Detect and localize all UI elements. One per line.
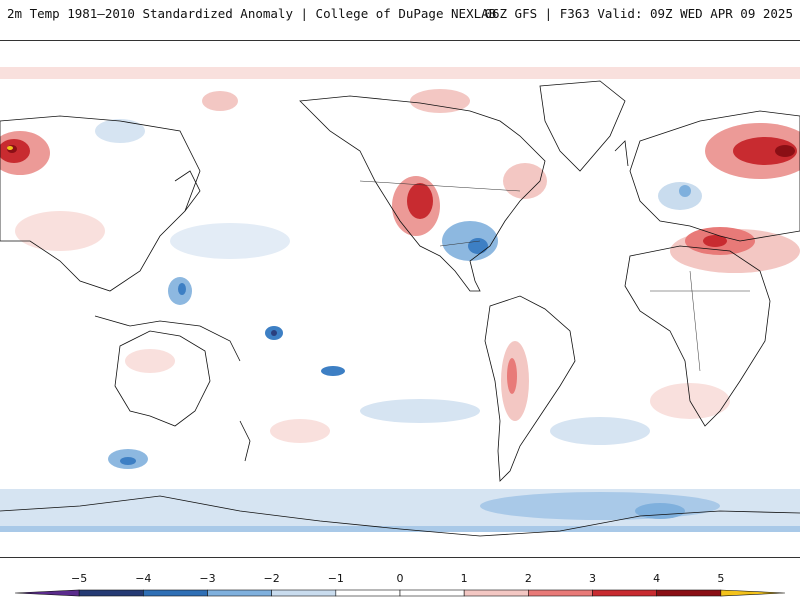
anomaly-map xyxy=(0,40,800,558)
colorbar-band xyxy=(143,589,208,597)
extreme-peak xyxy=(7,146,13,150)
cool-patch-antarctica xyxy=(480,492,720,520)
cool-patch-south-atlantic xyxy=(550,417,650,445)
colorbar-band xyxy=(463,589,529,597)
cool-core-mediterranean xyxy=(679,185,691,197)
warm-core-russia xyxy=(733,137,797,165)
us-canada-border xyxy=(359,180,521,192)
warm-core-western-us xyxy=(407,183,433,219)
map-title: 2m Temp 1981–2010 Standardized Anomaly |… xyxy=(7,6,497,21)
colorbar-band xyxy=(14,589,80,597)
colorbar-svg xyxy=(14,589,786,597)
colorbar-bands xyxy=(14,589,786,597)
cool-core-antarctica xyxy=(635,503,685,519)
new-zealand-outline xyxy=(239,420,251,462)
map-canvas xyxy=(0,41,800,557)
coastlines xyxy=(0,80,800,537)
asia-west-outline xyxy=(0,115,201,292)
antarctica-outline xyxy=(0,495,800,537)
colorbar-band xyxy=(78,589,144,597)
south-america-outline xyxy=(484,295,576,482)
warm-patch-hudson xyxy=(410,89,470,113)
colorbar-tick-label: −2 xyxy=(263,572,280,585)
cool-patch-south-pacific xyxy=(321,366,345,376)
cool-patch-north-pacific xyxy=(170,223,290,259)
cool-patch-mediterranean xyxy=(658,182,702,210)
model-run-info: 06Z GFS | F363 Valid: 09Z WED APR 09 202… xyxy=(484,6,793,21)
map-background xyxy=(0,41,800,557)
colorbar-tick-label: −1 xyxy=(327,572,344,585)
colorbar-band xyxy=(592,589,657,597)
colorbar: −5 −4 −3 −2 −1 0 1 2 3 4 5 xyxy=(0,572,800,600)
cool-core-southern-ocean-west xyxy=(120,457,136,465)
eurasia-outline xyxy=(629,110,800,242)
country-borders xyxy=(359,180,750,372)
us-mexico-border xyxy=(439,240,481,247)
cool-patch-east-siberia xyxy=(95,119,145,143)
greenland-outline xyxy=(539,80,626,172)
colorbar-tick-label: −5 xyxy=(71,572,88,585)
africa-outline xyxy=(624,245,771,427)
australia-outline xyxy=(114,330,211,427)
warm-anomalies xyxy=(0,89,800,443)
warm-patch-china xyxy=(15,211,105,251)
japan-outline xyxy=(174,170,201,212)
cool-patch-se-pacific xyxy=(360,399,480,423)
cool-core-central-pacific xyxy=(271,330,277,336)
warm-core-sahara xyxy=(703,235,727,247)
indonesia-outline xyxy=(94,315,241,362)
colorbar-band xyxy=(335,589,401,597)
colorbar-band xyxy=(528,589,593,597)
cool-core-philippines xyxy=(178,283,186,295)
africa-border-2 xyxy=(689,270,701,372)
colorbar-band xyxy=(271,589,337,597)
colorbar-tick-label: 4 xyxy=(653,572,661,585)
uk-outline xyxy=(614,140,629,167)
warm-patch-south-pacific xyxy=(270,419,330,443)
warm-patch-australia xyxy=(125,349,175,373)
colorbar-tick-label: 0 xyxy=(396,572,404,585)
warm-core-south-america xyxy=(507,358,517,394)
cool-anomalies xyxy=(95,119,720,520)
colorbar-tick-label: 3 xyxy=(589,572,596,585)
cool-core-gulf xyxy=(468,238,488,254)
warm-peak-russia xyxy=(775,145,795,157)
warm-patch-kamchatka xyxy=(202,91,238,111)
colorbar-band xyxy=(656,589,722,597)
colorbar-band xyxy=(720,589,786,597)
warm-patch-northeast-us xyxy=(503,163,547,199)
colorbar-tick-label: 1 xyxy=(460,572,468,585)
header: 2m Temp 1981–2010 Standardized Anomaly |… xyxy=(0,0,800,40)
arctic-warm-band xyxy=(0,67,800,79)
colorbar-band xyxy=(399,589,465,597)
colorbar-tick-label: −3 xyxy=(199,572,216,585)
colorbar-tick-label: 5 xyxy=(717,572,725,585)
north-america-outline xyxy=(299,95,546,292)
colorbar-band xyxy=(207,589,272,597)
colorbar-tick-label: −4 xyxy=(135,572,152,585)
cool-patch-gulf xyxy=(442,221,498,261)
colorbar-tick-label: 2 xyxy=(524,572,532,585)
